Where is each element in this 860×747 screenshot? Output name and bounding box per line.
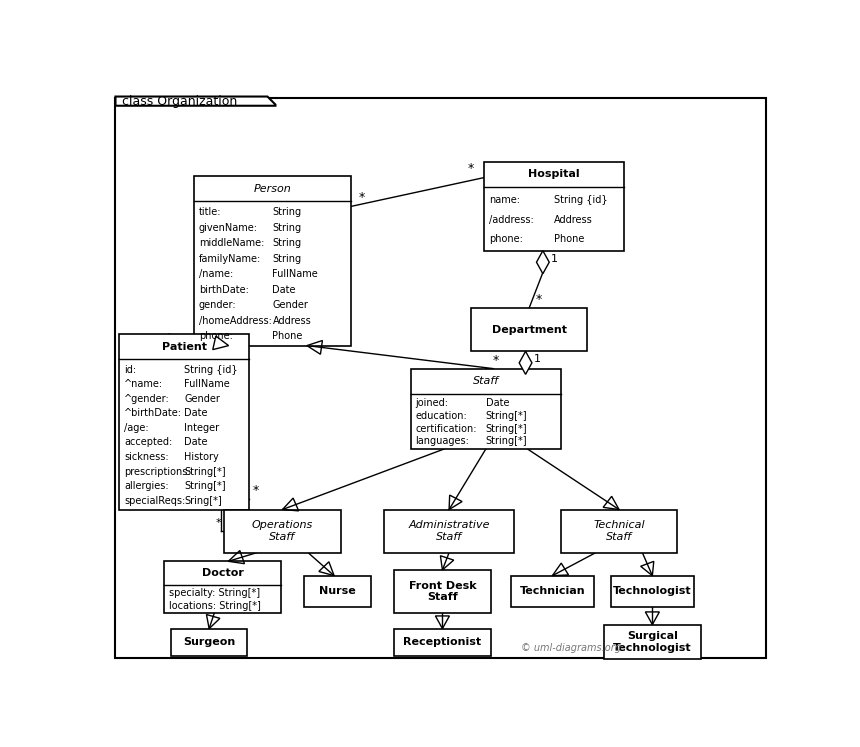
Text: locations: String[*]: locations: String[*] bbox=[169, 601, 261, 610]
Text: Sring[*]: Sring[*] bbox=[185, 496, 222, 506]
Bar bbox=[484, 161, 624, 251]
Text: String[*]: String[*] bbox=[486, 411, 527, 421]
Text: Phone: Phone bbox=[554, 234, 585, 244]
Text: /homeAddress:: /homeAddress: bbox=[199, 316, 272, 326]
Text: certification:: certification: bbox=[415, 424, 477, 433]
Text: accepted:: accepted: bbox=[124, 438, 172, 447]
Text: birthDate:: birthDate: bbox=[199, 285, 249, 295]
Text: *: * bbox=[359, 190, 365, 204]
Bar bbox=[171, 628, 248, 656]
Text: String {id}: String {id} bbox=[554, 196, 608, 205]
Text: familyName:: familyName: bbox=[199, 254, 261, 264]
Text: Administrative
Staff: Administrative Staff bbox=[408, 521, 490, 542]
Text: joined:: joined: bbox=[415, 398, 448, 408]
Text: *: * bbox=[493, 354, 499, 367]
Text: © uml-diagrams.org: © uml-diagrams.org bbox=[521, 643, 621, 654]
Text: languages:: languages: bbox=[415, 436, 470, 447]
Text: specialReqs:: specialReqs: bbox=[124, 496, 186, 506]
Text: class Organization: class Organization bbox=[122, 95, 237, 108]
Text: FullName: FullName bbox=[273, 269, 318, 279]
Bar bbox=[511, 576, 594, 607]
Text: Date: Date bbox=[185, 438, 208, 447]
Text: Department: Department bbox=[492, 325, 567, 335]
Text: /address:: /address: bbox=[488, 214, 533, 225]
Bar bbox=[224, 509, 341, 553]
Text: String[*]: String[*] bbox=[486, 424, 527, 433]
Text: String: String bbox=[273, 223, 302, 232]
Text: FullName: FullName bbox=[185, 379, 230, 389]
Text: Front Desk
Staff: Front Desk Staff bbox=[408, 580, 476, 602]
Text: /age:: /age: bbox=[124, 423, 149, 433]
Text: givenName:: givenName: bbox=[199, 223, 258, 232]
Text: Nurse: Nurse bbox=[319, 586, 356, 597]
Text: Technical
Staff: Technical Staff bbox=[593, 521, 645, 542]
Text: ^birthDate:: ^birthDate: bbox=[124, 409, 182, 418]
Text: Date: Date bbox=[486, 398, 509, 408]
Text: id:: id: bbox=[124, 365, 136, 374]
Text: 1: 1 bbox=[533, 354, 541, 365]
Text: phone:: phone: bbox=[488, 234, 523, 244]
Text: String[*]: String[*] bbox=[185, 481, 226, 492]
Text: Receptionist: Receptionist bbox=[403, 637, 482, 648]
Text: Gender: Gender bbox=[273, 300, 309, 310]
Bar bbox=[611, 576, 694, 607]
Text: *: * bbox=[536, 294, 542, 306]
Text: Technician: Technician bbox=[519, 586, 585, 597]
Bar bbox=[194, 176, 351, 346]
Bar bbox=[304, 576, 371, 607]
Text: Address: Address bbox=[554, 214, 593, 225]
Text: String: String bbox=[273, 238, 302, 248]
Text: Surgical
Technologist: Surgical Technologist bbox=[613, 631, 691, 653]
Text: specialty: String[*]: specialty: String[*] bbox=[169, 588, 260, 598]
Text: ^name:: ^name: bbox=[124, 379, 163, 389]
Text: String {id}: String {id} bbox=[185, 365, 238, 374]
Text: Operations
Staff: Operations Staff bbox=[252, 521, 313, 542]
Text: String: String bbox=[273, 254, 302, 264]
Text: ^gender:: ^gender: bbox=[124, 394, 170, 404]
Text: sickness:: sickness: bbox=[124, 452, 169, 462]
Bar bbox=[120, 334, 249, 509]
Text: *: * bbox=[468, 161, 474, 175]
Text: 1: 1 bbox=[551, 253, 558, 264]
Text: Hospital: Hospital bbox=[528, 169, 580, 179]
Text: Gender: Gender bbox=[185, 394, 220, 404]
Text: gender:: gender: bbox=[199, 300, 236, 310]
Text: prescriptions:: prescriptions: bbox=[124, 467, 191, 477]
Text: middleName:: middleName: bbox=[199, 238, 264, 248]
Bar bbox=[604, 624, 701, 659]
Text: Phone: Phone bbox=[273, 331, 303, 341]
Text: title:: title: bbox=[199, 207, 221, 217]
Text: String: String bbox=[273, 207, 302, 217]
Polygon shape bbox=[115, 96, 275, 106]
Text: education:: education: bbox=[415, 411, 467, 421]
Text: Date: Date bbox=[185, 409, 208, 418]
Text: Person: Person bbox=[254, 184, 292, 193]
Bar bbox=[164, 561, 280, 613]
Text: Patient: Patient bbox=[162, 341, 207, 352]
Text: allergies:: allergies: bbox=[124, 481, 169, 492]
Bar bbox=[394, 570, 491, 613]
Text: name:: name: bbox=[488, 196, 519, 205]
Text: Date: Date bbox=[273, 285, 296, 295]
Text: Doctor: Doctor bbox=[201, 568, 243, 578]
Text: /name:: /name: bbox=[199, 269, 233, 279]
Text: String[*]: String[*] bbox=[486, 436, 527, 447]
Text: Staff: Staff bbox=[473, 376, 499, 386]
Text: Integer: Integer bbox=[185, 423, 219, 433]
Text: phone:: phone: bbox=[199, 331, 233, 341]
Text: Address: Address bbox=[273, 316, 311, 326]
Text: History: History bbox=[185, 452, 219, 462]
Text: Technologist: Technologist bbox=[613, 586, 691, 597]
Text: *: * bbox=[215, 518, 221, 528]
Text: Surgeon: Surgeon bbox=[183, 637, 236, 648]
Polygon shape bbox=[537, 251, 550, 273]
Bar bbox=[470, 309, 587, 351]
Bar bbox=[411, 368, 561, 449]
Text: String[*]: String[*] bbox=[185, 467, 226, 477]
Text: *: * bbox=[253, 484, 259, 497]
Bar bbox=[561, 509, 678, 553]
Polygon shape bbox=[519, 351, 532, 374]
Bar bbox=[384, 509, 514, 553]
Bar bbox=[394, 628, 491, 656]
